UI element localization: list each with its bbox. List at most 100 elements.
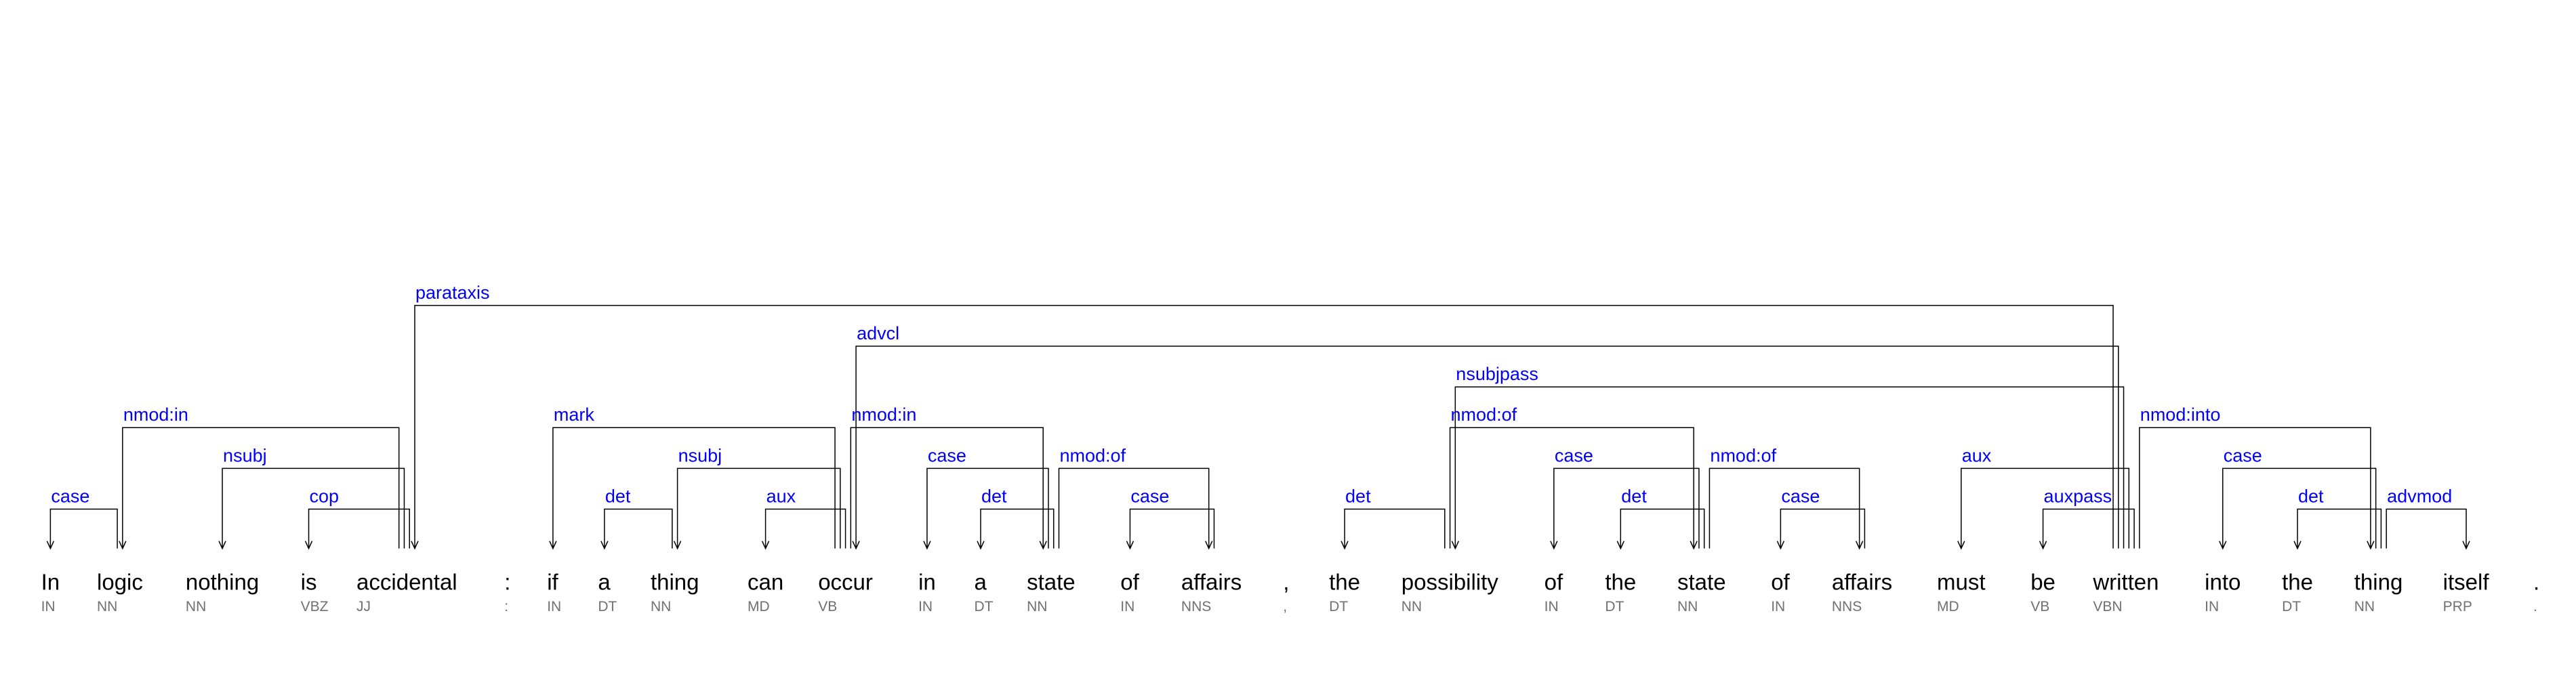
token-pos-tag: NN	[97, 599, 117, 614]
token-word: occur	[818, 569, 873, 594]
token-pos-tag: IN	[918, 599, 933, 614]
dependency-label: nmod:in	[851, 404, 916, 425]
dependency-arc	[676, 467, 841, 549]
dependency-arcs	[46, 305, 2470, 550]
token-pos-tag: IN	[2205, 599, 2219, 614]
token-pos-tag: :	[504, 599, 508, 614]
token-word: nothing	[186, 569, 259, 594]
arrowhead	[673, 541, 682, 550]
token-pos-tag: IN	[41, 599, 56, 614]
dependency-arc	[1058, 467, 1210, 549]
token-word: must	[1937, 569, 1986, 594]
token-pos-tags: IN NN NN VBZ JJ: IN DT NN MD VB IN DT NN IN NNS, DT NN IN…	[41, 599, 2537, 614]
token-word: ,	[1283, 569, 1289, 594]
arrowhead	[1205, 541, 1213, 550]
token-pos-tag: VB	[818, 599, 837, 614]
token-word: logic	[97, 569, 143, 594]
arrowhead	[119, 541, 127, 550]
token-word: thing	[2354, 569, 2403, 594]
arrowhead	[852, 541, 860, 550]
arrowhead	[2462, 541, 2470, 550]
token-pos-tag: VBN	[2093, 599, 2122, 614]
dependency-label: det	[1621, 486, 1647, 506]
dependency-label: nsubjpass	[1456, 364, 1538, 384]
arrowhead	[977, 541, 985, 550]
dependency-label: case	[1130, 486, 1169, 506]
dependency-label: det	[2298, 486, 2324, 506]
token-word: the	[1605, 569, 1636, 594]
token-pos-tag: DT	[1329, 599, 1348, 614]
token-word: the	[2282, 569, 2313, 594]
token-word: can	[748, 569, 783, 594]
token-pos-tag: PRP	[2443, 599, 2472, 614]
token-pos-tag: NN	[2354, 599, 2375, 614]
dependency-label: nmod:in	[123, 404, 188, 425]
token-word: of	[1771, 569, 1790, 594]
dependency-label: nmod:of	[1710, 445, 1776, 465]
token-pos-tag: IN	[547, 599, 561, 614]
dependency-label: case	[51, 486, 89, 506]
token-pos-tag: VBZ	[301, 599, 329, 614]
dependency-arc	[850, 427, 1044, 549]
token-pos-tag: NN	[651, 599, 671, 614]
dependency-labels: case nmod:in nsubj cop parataxis mark det nsubj…	[51, 282, 2452, 507]
dependency-arc	[1449, 427, 1694, 549]
arrowhead	[761, 541, 770, 550]
token-word: is	[301, 569, 317, 594]
arrowhead	[1957, 541, 1965, 550]
token-pos-tag: MD	[748, 599, 770, 614]
token-pos-tag: NN	[1402, 599, 1422, 614]
token-word: .	[2533, 569, 2539, 594]
token-words: In logic nothing is accidental: if a thing can oc…	[41, 569, 2540, 594]
dependency-label: case	[1555, 445, 1593, 465]
token-word: accidental	[356, 569, 457, 594]
dependency-arc	[1344, 508, 1446, 549]
dependency-arc	[980, 508, 1055, 549]
token-word: affairs	[1832, 569, 1892, 594]
dependency-arc	[1553, 467, 1700, 549]
token-pos-tag: DT	[598, 599, 617, 614]
dependency-arc	[308, 508, 410, 549]
token-pos-tag: IN	[1120, 599, 1134, 614]
arrowhead	[304, 541, 313, 550]
dependency-arc	[222, 467, 405, 549]
token-word: state	[1027, 569, 1076, 594]
token-pos-tag: IN	[1771, 599, 1785, 614]
arrowhead	[1776, 541, 1785, 550]
token-pos-tag: VB	[2030, 599, 2049, 614]
arrowhead	[1616, 541, 1624, 550]
arrowhead	[600, 541, 609, 550]
arrowhead	[1451, 541, 1459, 550]
arrowhead	[549, 541, 557, 550]
dependency-arc	[414, 305, 2114, 549]
dependency-arc	[855, 346, 2119, 549]
token-word: itself	[2443, 569, 2490, 594]
token-pos-tag: ,	[1283, 599, 1287, 614]
token-word: a	[974, 569, 987, 594]
arrowhead	[2219, 541, 2227, 550]
dependency-arc	[2222, 467, 2377, 549]
dependency-arc	[1961, 467, 2130, 549]
dependency-arc	[926, 467, 1049, 549]
dependency-label: nmod:into	[2140, 404, 2221, 425]
token-word: in	[918, 569, 936, 594]
dependency-label: nsubj	[223, 445, 267, 465]
token-word: if	[547, 569, 558, 594]
token-word: of	[1120, 569, 1139, 594]
arrowhead	[2367, 541, 2375, 550]
token-word: :	[504, 569, 510, 594]
token-word: In	[41, 569, 60, 594]
dependency-label: auxpass	[2044, 486, 2112, 506]
token-word: possibility	[1402, 569, 1499, 594]
arrowhead	[1039, 541, 1047, 550]
dependency-arc	[2139, 427, 2371, 549]
arrowhead	[2039, 541, 2047, 550]
arrowhead	[1855, 541, 1864, 550]
arrowhead	[1341, 541, 1349, 550]
dependency-label: nmod:of	[1059, 445, 1126, 465]
token-pos-tag: MD	[1937, 599, 1959, 614]
token-pos-tag: DT	[2282, 599, 2301, 614]
dependency-arc	[2042, 508, 2135, 549]
dependency-label: cop	[310, 486, 340, 506]
